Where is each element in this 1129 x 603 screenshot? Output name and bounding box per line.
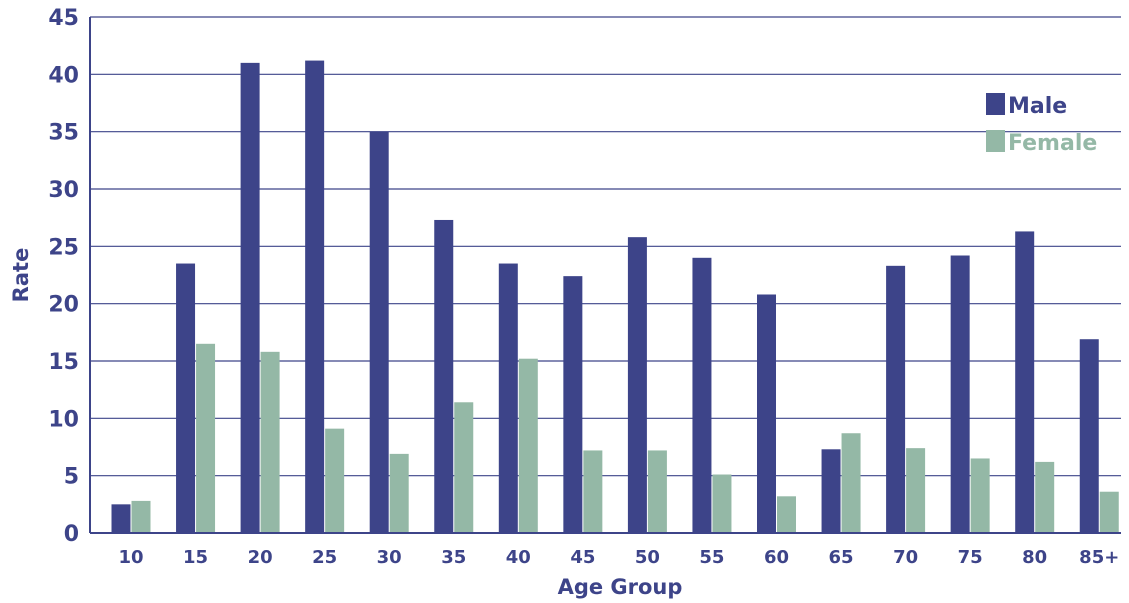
bar-female-85plus bbox=[1099, 491, 1119, 533]
bar-female-40 bbox=[518, 358, 538, 533]
bar-male-55 bbox=[692, 257, 712, 533]
bar-female-60 bbox=[777, 496, 796, 533]
legend-swatch-female bbox=[986, 130, 1005, 152]
bar-male-70 bbox=[886, 265, 906, 533]
x-tick-label: 20 bbox=[248, 547, 273, 568]
bar-female-30 bbox=[389, 453, 409, 533]
bars bbox=[111, 60, 1119, 534]
legend-label-male: Male bbox=[1008, 94, 1067, 119]
bar-male-20 bbox=[240, 62, 260, 533]
bar-male-80 bbox=[1015, 231, 1035, 533]
y-tick-label: 25 bbox=[48, 235, 79, 260]
bar-male-15 bbox=[176, 263, 196, 533]
x-tick-label: 40 bbox=[506, 547, 531, 568]
legend-label-female: Female bbox=[1008, 131, 1097, 156]
bar-male-30 bbox=[369, 131, 389, 533]
legend: Male Female bbox=[986, 93, 1097, 156]
y-tick-label: 10 bbox=[48, 407, 79, 432]
y-tick-label: 40 bbox=[48, 63, 79, 88]
bar-male-10 bbox=[111, 504, 131, 533]
x-tick-label: 35 bbox=[441, 547, 466, 568]
x-tick-label: 80 bbox=[1022, 547, 1047, 568]
y-tick-labels: 0 5 10 15 20 25 30 35 40 45 bbox=[48, 6, 79, 547]
bar-female-80 bbox=[1035, 461, 1055, 533]
bar-female-70 bbox=[906, 448, 926, 533]
y-tick-label: 5 bbox=[64, 465, 79, 490]
x-tick-label: 50 bbox=[635, 547, 660, 568]
y-axis-title: Rate bbox=[9, 248, 33, 303]
bar-male-75 bbox=[950, 255, 970, 534]
x-tick-label: 45 bbox=[570, 547, 595, 568]
legend-swatch-male bbox=[986, 93, 1005, 115]
x-tick-label: 75 bbox=[958, 547, 983, 568]
bar-male-35 bbox=[434, 219, 454, 533]
y-tick-label: 15 bbox=[48, 350, 79, 375]
bar-female-50 bbox=[647, 450, 667, 533]
bar-female-20 bbox=[260, 351, 280, 533]
x-tick-label: 65 bbox=[829, 547, 854, 568]
y-tick-label: 45 bbox=[48, 6, 79, 31]
x-tick-label: 60 bbox=[764, 547, 789, 568]
x-tick-label: 70 bbox=[893, 547, 918, 568]
x-tick-label: 15 bbox=[183, 547, 208, 568]
bar-male-45 bbox=[563, 276, 583, 533]
bar-male-25 bbox=[305, 60, 325, 533]
bar-female-55 bbox=[712, 474, 732, 533]
bar-female-65 bbox=[841, 433, 861, 533]
x-tick-label: 30 bbox=[377, 547, 402, 568]
y-tick-label: 30 bbox=[48, 178, 79, 203]
y-tick-label: 20 bbox=[48, 293, 79, 318]
x-tick-labels: 10 15 20 25 30 35 40 45 50 55 60 65 70 75 80 85+ bbox=[118, 547, 1119, 568]
bar-male-85plus bbox=[1079, 339, 1099, 533]
bar-male-65 bbox=[821, 449, 841, 533]
bar-female-10 bbox=[131, 500, 151, 533]
bar-female-45 bbox=[583, 450, 603, 533]
x-axis-title: Age Group bbox=[558, 575, 683, 599]
x-tick-label: 25 bbox=[312, 547, 337, 568]
bar-male-60 bbox=[757, 294, 776, 533]
x-tick-label: 85+ bbox=[1079, 547, 1119, 568]
y-tick-label: 35 bbox=[48, 121, 79, 146]
bar-male-40 bbox=[498, 263, 518, 533]
bar-female-25 bbox=[325, 428, 345, 533]
bar-female-75 bbox=[970, 458, 990, 533]
axes bbox=[89, 17, 1121, 534]
x-tick-label: 10 bbox=[118, 547, 143, 568]
y-tick-label: 0 bbox=[64, 522, 79, 547]
bar-female-15 bbox=[196, 343, 216, 533]
bar-male-50 bbox=[627, 237, 647, 533]
x-tick-label: 55 bbox=[699, 547, 724, 568]
bar-female-35 bbox=[454, 402, 474, 533]
